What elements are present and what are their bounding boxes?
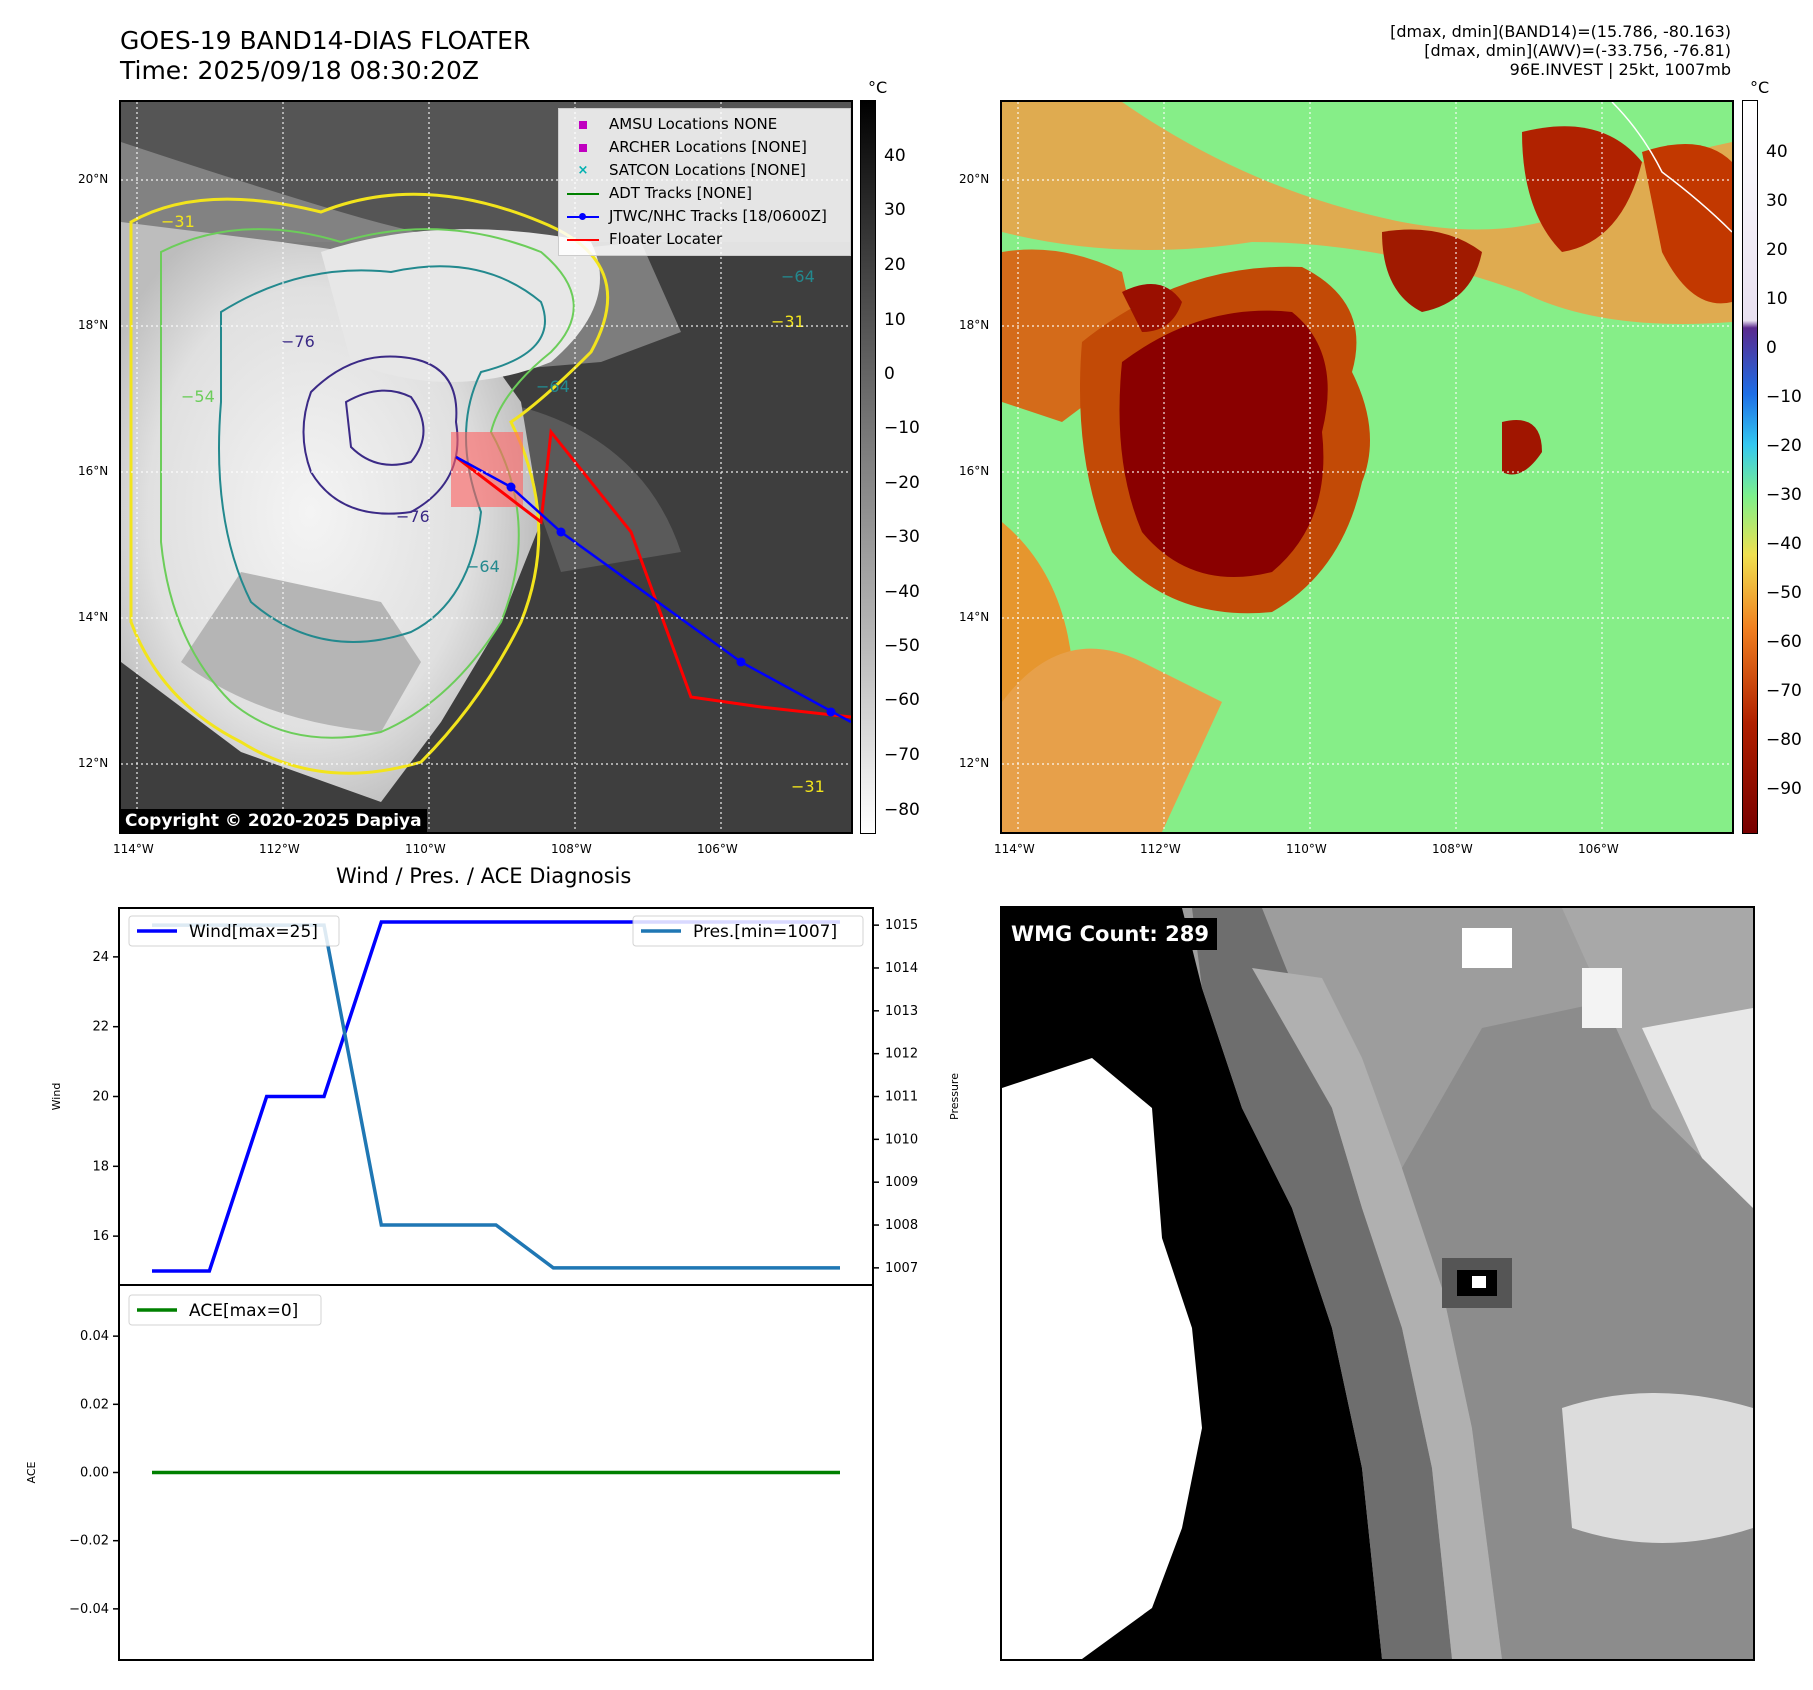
contour-label-31b: −31 <box>771 312 805 331</box>
contour-navy <box>302 355 459 515</box>
line-icon <box>567 188 599 200</box>
pressure-ytick-label: 1011 <box>885 1090 918 1105</box>
jtwc-point-3 <box>736 657 746 667</box>
contour-yellow <box>129 192 610 775</box>
pressure-ytick-label: 1012 <box>885 1047 918 1062</box>
diagnosis-title: Wind / Pres. / ACE Diagnosis <box>336 864 632 888</box>
floater-box <box>451 432 523 507</box>
legend-item-archer: ARCHER Locations [NONE] <box>567 136 842 159</box>
contour-label-64b: −64 <box>466 557 500 576</box>
copyright-label: Copyright © 2020-2025 Dapiya <box>120 809 427 833</box>
ace-ytick-label: −0.02 <box>69 1534 109 1549</box>
legend-item-adt: ADT Tracks [NONE] <box>567 182 842 205</box>
pressure-ytick-label: 1015 <box>885 918 918 933</box>
colorbar-awv <box>1742 100 1758 834</box>
jtwc-point-4 <box>826 707 836 717</box>
legend-item-floater: Floater Locater <box>567 228 842 251</box>
wind-legend-box <box>128 915 340 947</box>
title-time: Time: 2025/09/18 08:30:20Z <box>120 56 479 85</box>
contour-label-64c: −64 <box>781 267 815 286</box>
contour-label-54: −54 <box>181 387 215 406</box>
pressure-ytick-label: 1010 <box>885 1132 918 1147</box>
floater-track <box>455 428 851 719</box>
wind-legend: Wind[max=25] <box>128 915 340 947</box>
wind-pressure-frame <box>118 907 874 1286</box>
stats-block: [dmax, dmin](BAND14)=(15.786, -80.163) [… <box>1390 22 1731 79</box>
square-marker-icon <box>567 142 599 154</box>
colorbar2-unit: °C <box>1750 78 1770 97</box>
stats-band14: [dmax, dmin](BAND14)=(15.786, -80.163) <box>1390 22 1731 41</box>
wmg-count-badge: WMG Count: 289 <box>1003 918 1217 950</box>
ace-ytick-label: 0.02 <box>80 1397 109 1412</box>
diagnosis-chart: 24 22 20 18 16 1015 1014 1013 1012 1011 1010 1009 10… <box>25 907 961 1661</box>
pressure-legend-label: Pres.[min=1007] <box>693 922 837 942</box>
pressure-ytick-label: 1007 <box>885 1261 918 1276</box>
pressure-ytick-label: 1014 <box>885 961 918 976</box>
legend-item-satcon: × SATCON Locations [NONE] <box>567 159 842 182</box>
wind-ytick-label: 20 <box>92 1090 109 1105</box>
jtwc-point-2 <box>556 527 566 537</box>
ace-legend-box <box>128 1294 322 1326</box>
awv-gridlines <box>1002 102 1732 832</box>
contour-label-31c: −31 <box>791 777 825 796</box>
legend-item-amsu: AMSU Locations NONE <box>567 113 842 136</box>
ace-legend-label: ACE[max=0] <box>189 1301 298 1321</box>
ace-legend: ACE[max=0] <box>128 1294 322 1326</box>
contour-label-64a: −64 <box>536 377 570 396</box>
contour-navy-inner <box>344 389 425 466</box>
ace-ytick-label: 0.00 <box>80 1466 109 1481</box>
contour-label-31a: −31 <box>161 212 195 231</box>
line-icon <box>567 234 599 246</box>
contour-label-76b: −76 <box>396 507 430 526</box>
awv-map <box>1002 102 1732 832</box>
contour-label-76a: −76 <box>281 332 315 351</box>
jtwc-point-1 <box>506 482 516 492</box>
line-dot-icon <box>567 211 599 223</box>
legend-item-jtwc: JTWC/NHC Tracks [18/0600Z] <box>567 205 842 228</box>
pressure-ytick-label: 1009 <box>885 1175 918 1190</box>
ace-axis-label: ACE <box>25 1461 38 1483</box>
wind-legend-label: Wind[max=25] <box>189 922 318 942</box>
ace-ytick-label: 0.04 <box>80 1329 109 1344</box>
map-gridlines <box>121 102 851 832</box>
wind-axis-label: Wind <box>50 1083 63 1111</box>
wmg-image <box>1002 908 1753 1659</box>
pressure-axis-label: Pressure <box>948 1073 961 1120</box>
ace-ytick-label: −0.04 <box>69 1602 109 1617</box>
x-marker-icon: × <box>577 162 589 178</box>
figure-title: GOES-19 BAND14-DIAS FLOATER Time: 2025/0… <box>120 26 530 86</box>
colorbar-band14 <box>860 100 876 834</box>
pressure-legend-box <box>632 915 864 947</box>
wind-ytick-label: 16 <box>92 1229 109 1244</box>
stats-awv: [dmax, dmin](AWV)=(-33.756, -76.81) <box>1424 41 1731 60</box>
map-legend: AMSU Locations NONE ARCHER Locations [NO… <box>558 108 851 256</box>
stats-storm: 96E.INVEST | 25kt, 1007mb <box>1509 60 1731 79</box>
pressure-ytick-label: 1013 <box>885 1004 918 1019</box>
colorbar1-unit: °C <box>868 78 888 97</box>
wind-ytick-label: 18 <box>92 1159 109 1174</box>
wind-ytick-label: 24 <box>92 950 109 965</box>
pressure-legend: Pres.[min=1007] <box>632 915 864 947</box>
wind-ytick-label: 22 <box>92 1020 109 1035</box>
title-product: GOES-19 BAND14-DIAS FLOATER <box>120 26 531 55</box>
awv-map-panel <box>1000 100 1734 834</box>
pressure-ytick-label: 1008 <box>885 1218 918 1233</box>
wmg-panel <box>1000 906 1755 1661</box>
square-marker-icon <box>567 119 599 131</box>
